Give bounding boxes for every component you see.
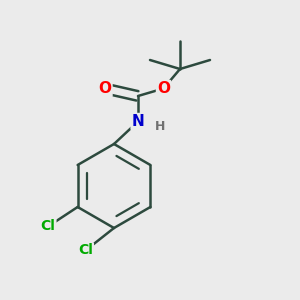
Text: N: N — [132, 114, 144, 129]
Text: O: O — [157, 81, 170, 96]
Text: Cl: Cl — [78, 244, 93, 257]
Text: Cl: Cl — [40, 220, 56, 233]
Text: H: H — [155, 119, 166, 133]
Text: O: O — [98, 81, 112, 96]
